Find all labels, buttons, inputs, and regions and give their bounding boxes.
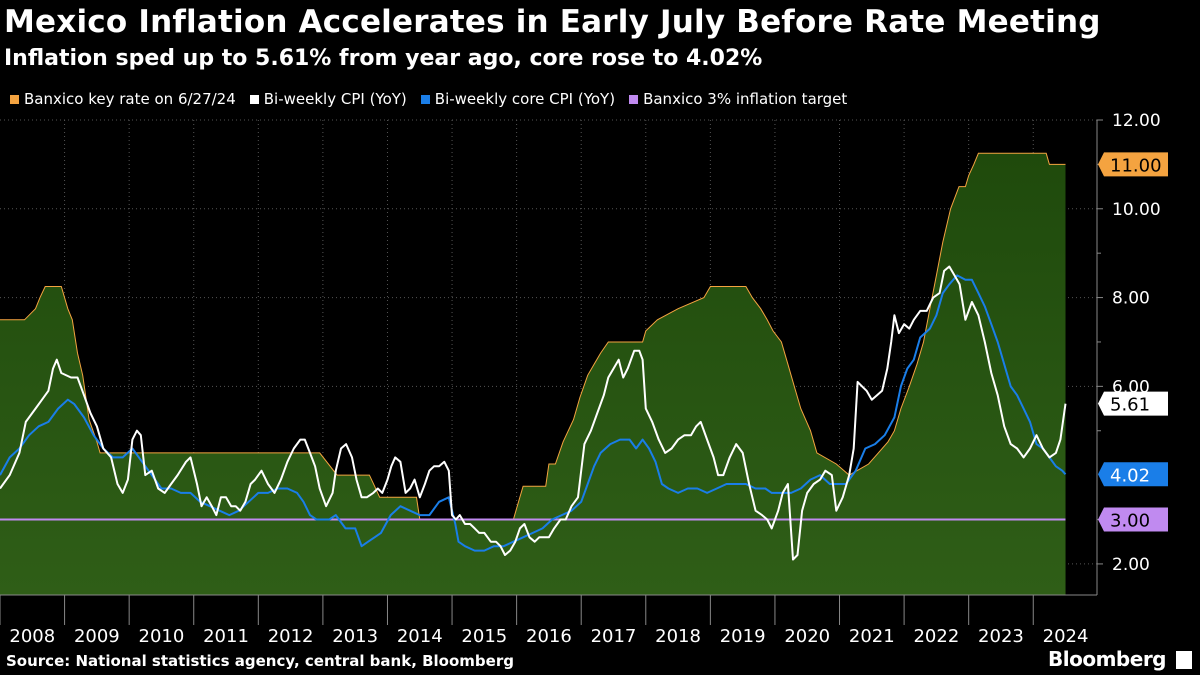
x-tick-label: 2014 [397,626,443,647]
x-tick-label: 2019 [720,626,766,647]
legend-label-key-rate: Banxico key rate on 6/27/24 [24,90,236,108]
bloomberg-logo: Bloomberg [1048,647,1166,671]
legend-swatch-key-rate [10,94,19,104]
legend-label-core-cpi: Bi-weekly core CPI (YoY) [434,90,616,108]
x-tick-label: 2013 [332,626,378,647]
x-tick-label: 2008 [9,626,55,647]
x-tick-label: 2024 [1043,626,1089,647]
legend-swatch-core-cpi [420,94,430,104]
x-tick-label: 2011 [203,626,249,647]
y-tick-label: 10.00 [1112,200,1161,220]
x-tick-label: 2020 [784,626,830,647]
legend: Banxico key rate on 6/27/24 Bi-weekly CP… [10,90,847,108]
y-tick-label: 8.00 [1112,289,1150,309]
end-label-text: 5.61 [1110,395,1150,416]
x-tick-label: 2009 [74,626,120,647]
legend-label-target: Banxico 3% inflation target [643,90,848,108]
x-tick-label: 2015 [461,626,507,647]
legend-label-cpi: Bi-weekly CPI (YoY) [263,90,407,108]
legend-item-core-cpi: Bi-weekly core CPI (YoY) [420,90,616,108]
core-cpi-line [0,274,1067,552]
x-tick-label: 2010 [139,626,185,647]
end-label-tag [1098,152,1168,177]
cpi-line [0,265,1067,561]
end-label-tag [1098,462,1168,487]
x-tick-label: 2016 [526,626,572,647]
legend-item-key-rate: Banxico key rate on 6/27/24 [10,90,236,108]
end-label-text: 11.00 [1110,155,1162,176]
end-label-tag [1098,507,1168,532]
legend-item-target: Banxico 3% inflation target [629,90,847,108]
bloomberg-mark-icon [1176,651,1192,669]
x-tick-label: 2022 [913,626,959,647]
x-tick-label: 2021 [849,626,895,647]
chart-subtitle: Inflation sped up to 5.61% from year ago… [4,46,763,71]
x-tick-label: 2018 [655,626,701,647]
source-note: Source: National statistics agency, cent… [6,652,514,670]
key-rate-line [0,152,1066,520]
x-tick-label: 2023 [978,626,1024,647]
x-tick-label: 2017 [591,626,637,647]
key-rate-area [0,153,1066,596]
chart-title: Mexico Inflation Accelerates in Early Ju… [4,4,1101,40]
end-label-tag [1098,391,1168,416]
y-tick-label: 12.00 [1112,111,1161,131]
legend-item-cpi: Bi-weekly CPI (YoY) [249,90,407,108]
end-label-text: 3.00 [1110,511,1150,532]
x-tick-label: 2012 [268,626,314,647]
legend-swatch-cpi [249,94,259,104]
y-tick-label: 2.00 [1112,555,1150,575]
legend-swatch-target [629,94,639,104]
end-label-text: 4.02 [1110,465,1150,486]
